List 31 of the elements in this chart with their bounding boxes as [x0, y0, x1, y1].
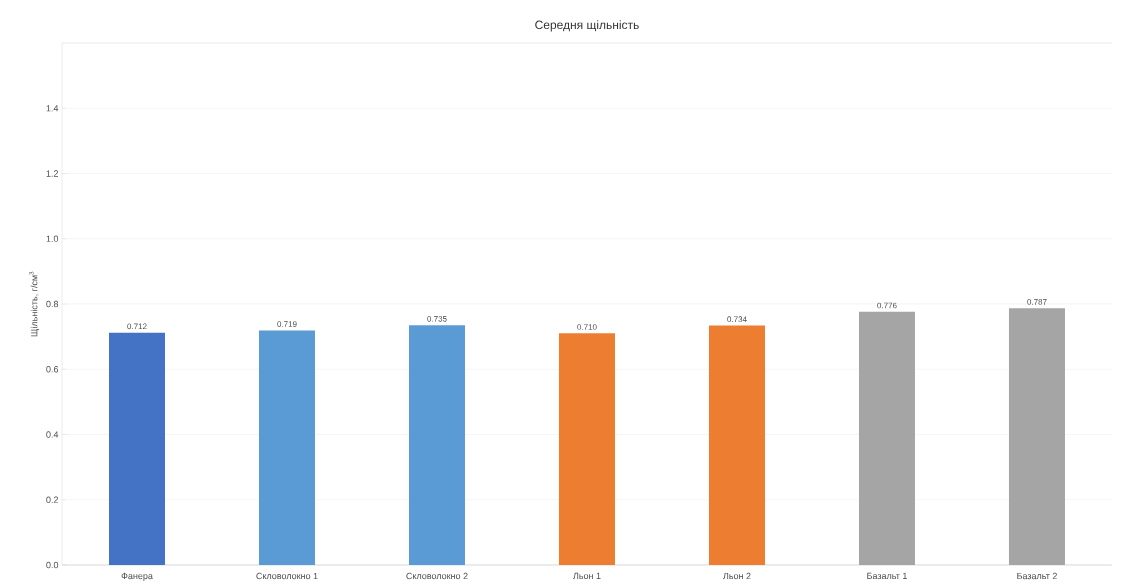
y-tick-label: 1.4: [46, 105, 59, 112]
data-label: 0.735: [427, 316, 447, 322]
data-label: 0.719: [277, 321, 297, 327]
y-tick-label: 0.2: [46, 496, 59, 503]
data-label: 0.787: [1027, 299, 1047, 305]
y-tick-label: 0.4: [46, 431, 59, 438]
bar: [708, 325, 765, 565]
bar: [558, 333, 615, 565]
chart-title: Середня щільність: [535, 20, 639, 32]
bar: [1008, 308, 1065, 565]
bar: [259, 330, 315, 565]
bar: [858, 311, 915, 565]
bar: [408, 325, 465, 565]
x-tick-label: Скловолокно 2: [406, 572, 468, 580]
data-label: 0.776: [877, 302, 897, 309]
bar: [109, 332, 165, 565]
y-axis-title: Щільність, г/см$^{3}$: [29, 271, 40, 337]
y-tick-label: 0.8: [46, 300, 59, 308]
x-tick-label: Льон 2: [723, 572, 751, 580]
x-tick-label: Льон 1: [573, 572, 601, 580]
y-tick-label: 1.0: [46, 235, 59, 242]
data-label: 0.734: [727, 316, 747, 322]
x-tick-label: Базальт 2: [1017, 572, 1057, 580]
x-tick-label: Фанера: [121, 572, 153, 581]
y-tick-label: 0.0: [46, 561, 59, 569]
x-tick-label: Скловолокно 1: [256, 572, 318, 580]
y-tick-label: 1.2: [46, 170, 59, 177]
x-tick-label: Базальт 1: [867, 572, 907, 580]
data-label: 0.712: [127, 323, 147, 330]
y-tick-label: 0.6: [46, 366, 59, 373]
data-label: 0.710: [577, 324, 597, 330]
